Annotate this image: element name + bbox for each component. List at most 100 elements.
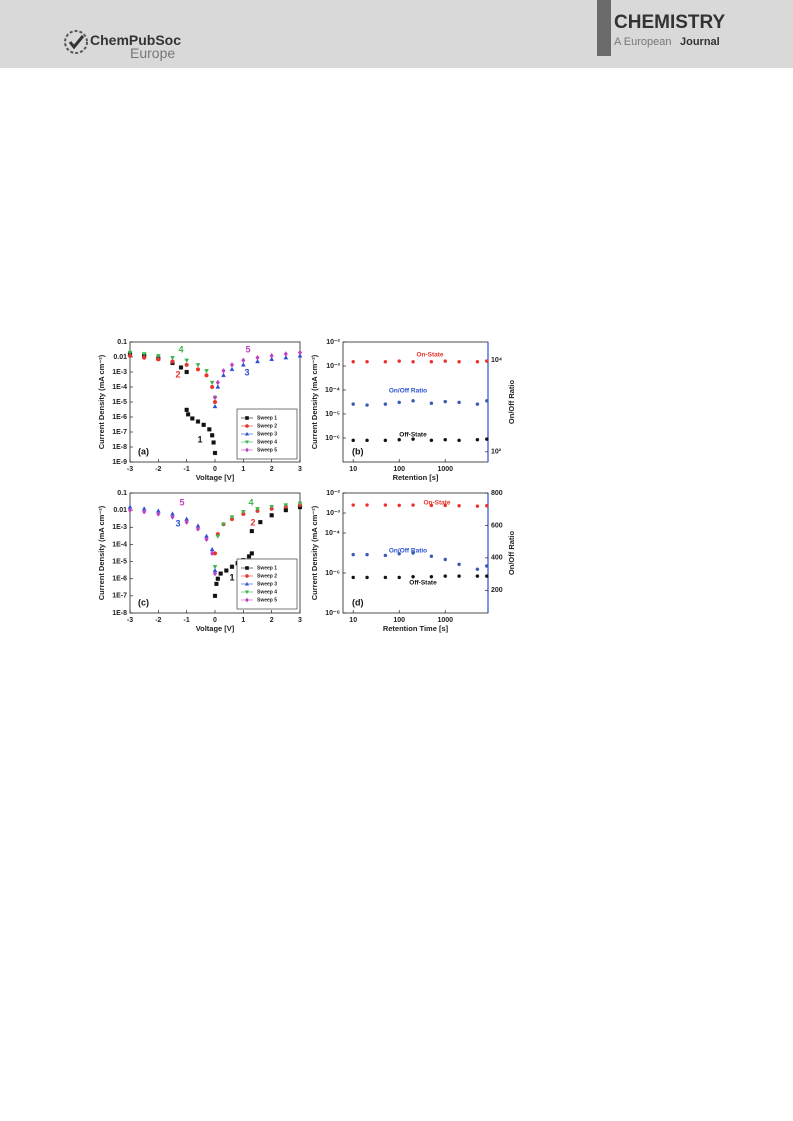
data-point (411, 360, 415, 364)
x-tick-label: 10 (349, 617, 357, 624)
legend-marker (245, 416, 249, 420)
data-point (221, 372, 226, 377)
x-axis-label: Voltage [V] (196, 473, 235, 482)
data-point (269, 513, 274, 518)
data-point (240, 362, 246, 367)
y-tick-label: 1E-3 (112, 524, 127, 531)
x-tick-label: -1 (184, 617, 190, 624)
data-point (212, 450, 218, 456)
legend-marker (245, 447, 249, 453)
data-point (249, 551, 254, 556)
x-tick-label: 0 (213, 617, 217, 624)
data-point (457, 360, 461, 364)
y-tick-label: 1E-7 (112, 593, 127, 600)
y-tick-label: 1E-9 (112, 459, 127, 466)
y2-tick-label: 10² (491, 449, 502, 456)
annotation: 4 (178, 344, 183, 354)
y-tick-label: 1E-6 (112, 576, 127, 583)
data-point (255, 354, 260, 361)
annotation: 1 (229, 572, 234, 582)
y-tick-label: 1E-8 (112, 444, 127, 451)
data-point (204, 373, 209, 378)
y-tick-label: 1E-5 (112, 558, 127, 565)
legend-marker (245, 574, 249, 578)
data-point (411, 551, 415, 555)
data-point (209, 380, 215, 386)
x-axis-label: Retention Time [s] (383, 624, 449, 633)
legend-marker (245, 566, 249, 570)
society-region: Europe (130, 45, 175, 61)
data-point (240, 510, 246, 515)
data-point (141, 352, 147, 357)
y-tick-label: 0.01 (113, 354, 127, 361)
data-point (351, 503, 355, 507)
y-tick-label: 1E-3 (112, 369, 127, 376)
data-point (215, 576, 220, 581)
data-point (475, 574, 480, 578)
annotation: Off-State (399, 432, 427, 439)
data-point (212, 394, 218, 401)
y-tick-label: 10⁻⁶ (325, 570, 340, 577)
x-tick-label: 1 (241, 617, 245, 624)
data-point (212, 403, 218, 409)
data-point (212, 565, 218, 570)
data-point (178, 365, 184, 370)
society-name: ChemPubSoc (90, 32, 181, 48)
legend-label: Sweep 4 (257, 439, 277, 445)
data-point (229, 362, 235, 368)
x-tick-label: 0 (213, 466, 217, 473)
journal-sub2: Journal (680, 36, 720, 48)
data-point (365, 403, 369, 407)
data-point (269, 353, 274, 359)
data-point (351, 402, 355, 406)
data-point (283, 503, 289, 508)
data-point (184, 369, 189, 375)
data-point (475, 360, 480, 364)
y-tick-label: 10⁻² (326, 339, 340, 346)
data-point (485, 574, 489, 578)
legend-marker (245, 424, 249, 428)
data-point (411, 575, 415, 579)
data-point (229, 515, 235, 520)
data-point (214, 581, 219, 586)
data-point (485, 399, 489, 403)
x-tick-label: -3 (127, 466, 133, 473)
data-point (127, 353, 133, 358)
header-band (0, 0, 793, 68)
y-tick-label: 1E-4 (112, 541, 127, 548)
data-point (170, 356, 175, 361)
data-point (397, 552, 401, 556)
annotation: On-State (423, 500, 450, 507)
panel-label: (b) (352, 446, 364, 456)
data-point (255, 507, 260, 512)
data-point (255, 358, 260, 364)
y2-axis-label: On/Off Ratio (507, 531, 516, 576)
journal-name: CHEMISTRY (614, 12, 726, 33)
data-point (485, 504, 489, 508)
data-point (485, 437, 489, 441)
x-tick-label: 10 (349, 466, 357, 473)
data-point (195, 526, 201, 532)
legend-label: Sweep 2 (257, 573, 277, 579)
data-point (351, 575, 355, 580)
data-point (429, 401, 434, 405)
data-point (184, 407, 189, 412)
data-point (195, 419, 201, 424)
data-point (351, 552, 355, 557)
data-point (475, 504, 480, 508)
data-point (457, 562, 461, 567)
data-point (155, 354, 161, 359)
data-point (212, 593, 218, 598)
legend-label: Sweep 1 (257, 565, 277, 571)
y2-tick-label: 200 (491, 587, 503, 594)
data-point (365, 360, 369, 364)
data-point (204, 369, 209, 374)
panel-label: (a) (138, 446, 149, 456)
data-point (156, 511, 161, 517)
annotation: 3 (244, 367, 249, 377)
data-point (170, 514, 175, 520)
data-point (397, 575, 401, 580)
panel-label: (d) (352, 597, 364, 607)
data-point (457, 574, 461, 578)
x-axis-label: Retention [s] (393, 473, 439, 482)
